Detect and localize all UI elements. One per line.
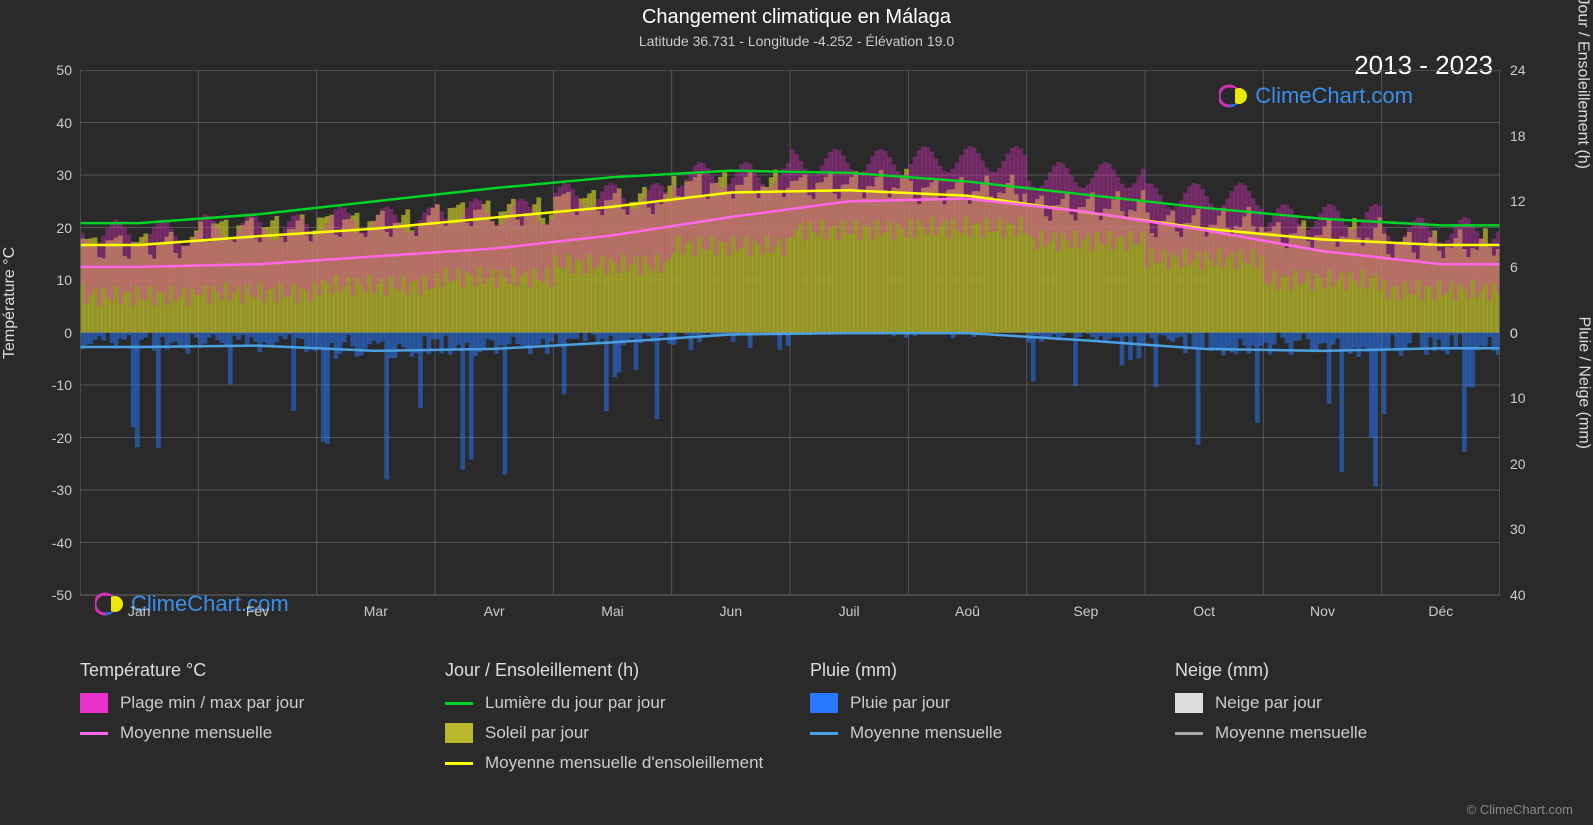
axis-tick-label: Mai: [601, 603, 624, 619]
legend-item: Moyenne mensuelle: [80, 723, 405, 743]
y-axis-right-bottom-label: Pluie / Neige (mm): [1574, 317, 1592, 449]
axis-tick-label: Jun: [720, 603, 743, 619]
logo-icon: [95, 590, 123, 618]
legend-item: Moyenne mensuelle: [1175, 723, 1500, 743]
legend-label: Plage min / max par jour: [120, 693, 304, 713]
legend-item: Soleil par jour: [445, 723, 770, 743]
axis-tick-label: Juil: [839, 603, 860, 619]
legend-swatch-icon: [810, 693, 838, 713]
legend-header: Température °C: [80, 660, 405, 681]
legend-group: Jour / Ensoleillement (h) Lumière du jour…: [445, 660, 770, 783]
legend-item: Pluie par jour: [810, 693, 1135, 713]
legend-line-icon: [80, 732, 108, 735]
axis-tick-label: Aoû: [955, 603, 980, 619]
legend-header: Pluie (mm): [810, 660, 1135, 681]
legend-label: Pluie par jour: [850, 693, 950, 713]
legend-group: Température °C Plage min / max par jour Mo…: [80, 660, 405, 783]
copyright: © ClimeChart.com: [1467, 802, 1573, 817]
axis-tick-label: Mar: [364, 603, 388, 619]
logo-icon: [1219, 82, 1247, 110]
legend-label: Moyenne mensuelle: [1215, 723, 1367, 743]
axis-tick-label: -20: [52, 430, 72, 446]
axis-tick-label: 6: [1510, 259, 1518, 275]
legend-swatch-icon: [445, 723, 473, 743]
legend: Température °C Plage min / max par jour Mo…: [80, 660, 1500, 783]
legend-line-icon: [1175, 732, 1203, 735]
chart-subtitle: Latitude 36.731 - Longitude -4.252 - Élé…: [0, 29, 1593, 49]
legend-label: Neige par jour: [1215, 693, 1322, 713]
legend-label: Soleil par jour: [485, 723, 589, 743]
axis-tick-label: Jan: [128, 603, 151, 619]
legend-group: Neige (mm) Neige par jour Moyenne mensuell…: [1175, 660, 1500, 783]
axis-tick-label: 30: [56, 167, 72, 183]
axis-tick-label: 50: [56, 62, 72, 78]
axis-tick-label: Sep: [1073, 603, 1098, 619]
axis-tick-label: Fév: [246, 603, 269, 619]
legend-item: Plage min / max par jour: [80, 693, 405, 713]
axis-tick-label: Déc: [1428, 603, 1453, 619]
axis-tick-label: -50: [52, 587, 72, 603]
axis-tick-label: 12: [1510, 193, 1526, 209]
axis-tick-label: -10: [52, 377, 72, 393]
legend-line-icon: [445, 762, 473, 765]
axis-tick-label: Avr: [484, 603, 505, 619]
legend-line-icon: [810, 732, 838, 735]
y-axis-left-label: Température °C: [1, 247, 19, 359]
legend-header: Neige (mm): [1175, 660, 1500, 681]
axis-tick-label: 10: [56, 272, 72, 288]
axis-tick-label: 40: [1510, 587, 1526, 603]
axis-tick-label: -30: [52, 482, 72, 498]
axis-tick-label: -40: [52, 535, 72, 551]
axis-tick-label: 30: [1510, 521, 1526, 537]
legend-item: Moyenne mensuelle d'ensoleillement: [445, 753, 770, 773]
legend-header: Jour / Ensoleillement (h): [445, 660, 770, 681]
legend-swatch-icon: [80, 693, 108, 713]
axis-tick-label: 10: [1510, 390, 1526, 406]
axis-tick-label: Oct: [1193, 603, 1215, 619]
legend-swatch-icon: [1175, 693, 1203, 713]
legend-label: Lumière du jour par jour: [485, 693, 665, 713]
chart-title: Changement climatique en Málaga: [0, 0, 1593, 29]
legend-item: Moyenne mensuelle: [810, 723, 1135, 743]
legend-item: Lumière du jour par jour: [445, 693, 770, 713]
axis-tick-label: 0: [64, 325, 72, 341]
axis-tick-label: 20: [56, 220, 72, 236]
legend-item: Neige par jour: [1175, 693, 1500, 713]
axis-tick-label: Nov: [1310, 603, 1335, 619]
legend-line-icon: [445, 702, 473, 705]
axis-tick-label: 40: [56, 115, 72, 131]
axis-tick-label: 0: [1510, 325, 1518, 341]
legend-label: Moyenne mensuelle: [120, 723, 272, 743]
y-axis-right-top-label: Jour / Ensoleillement (h): [1574, 0, 1592, 169]
watermark-text: ClimeChart.com: [1255, 83, 1413, 109]
legend-label: Moyenne mensuelle: [850, 723, 1002, 743]
axis-tick-label: 20: [1510, 456, 1526, 472]
watermark-top: ClimeChart.com: [1219, 82, 1413, 110]
legend-group: Pluie (mm) Pluie par jour Moyenne mensuell…: [810, 660, 1135, 783]
legend-label: Moyenne mensuelle d'ensoleillement: [485, 753, 763, 773]
climate-chart: [80, 70, 1500, 625]
axis-tick-label: 18: [1510, 128, 1526, 144]
axis-tick-label: 24: [1510, 62, 1526, 78]
